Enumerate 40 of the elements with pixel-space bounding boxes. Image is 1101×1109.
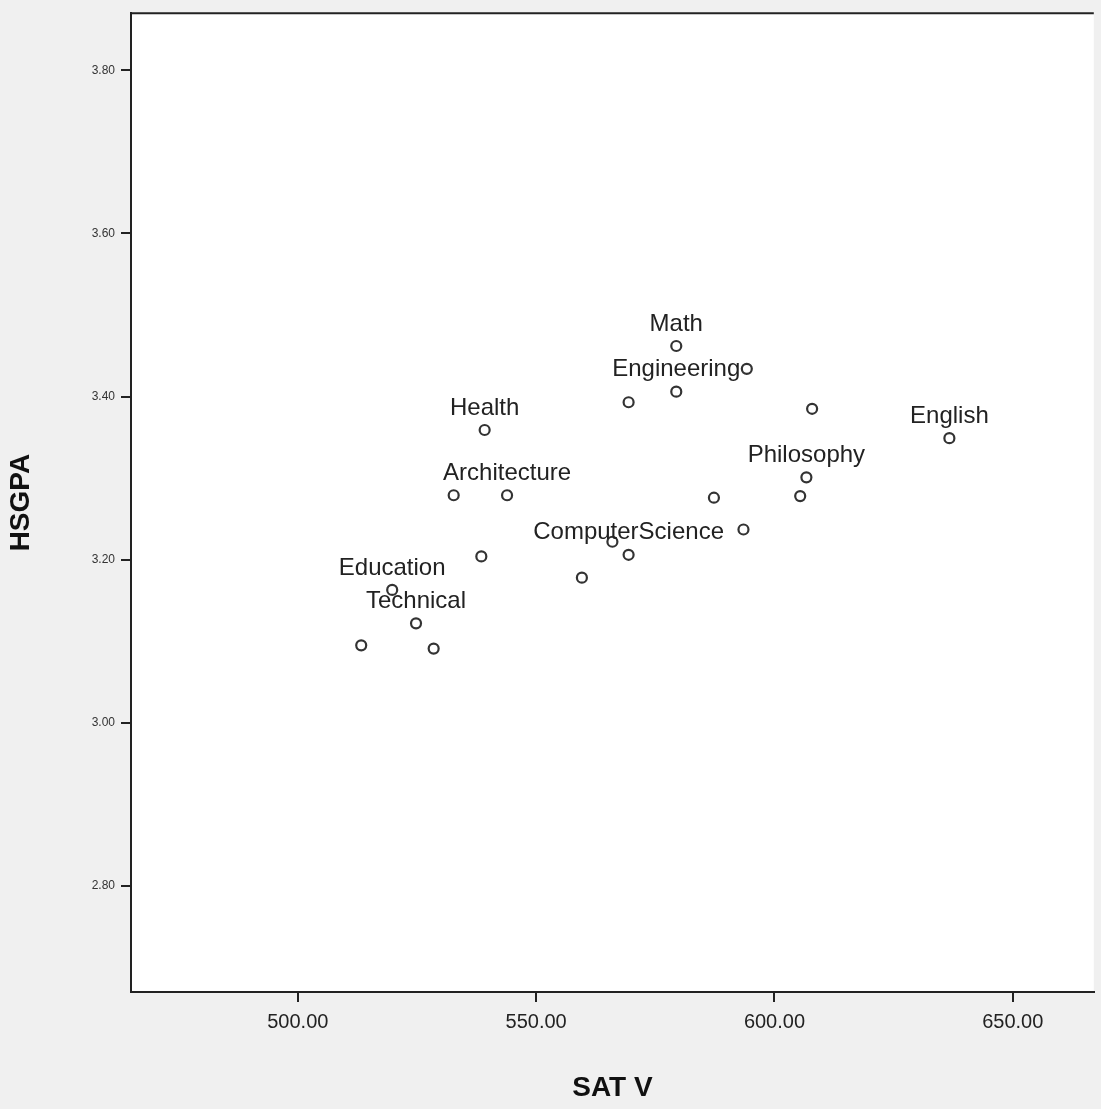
annotation: Technical xyxy=(366,585,467,613)
annotation: Philosophy xyxy=(747,439,866,467)
x-axis-title: SAT V xyxy=(572,1070,653,1102)
point xyxy=(943,432,956,445)
point xyxy=(740,362,753,375)
y-tick-label: 3.60 xyxy=(91,225,116,240)
point xyxy=(475,550,488,563)
annotation: Architecture xyxy=(443,457,572,485)
point xyxy=(500,489,514,502)
annotation: Engineering xyxy=(612,354,741,382)
point xyxy=(478,423,491,437)
y-tick-label: 3.40 xyxy=(91,388,116,403)
annotation: ComputerScience xyxy=(533,517,724,545)
point xyxy=(355,639,368,652)
annotation: English xyxy=(910,400,989,428)
y-tick-label: 2.80 xyxy=(91,878,116,893)
x-tick-label: 500.00 xyxy=(267,1009,329,1032)
point xyxy=(800,471,813,484)
x-tick-label: 600.00 xyxy=(743,1009,806,1032)
point xyxy=(427,642,440,655)
y-tick-label: 3.00 xyxy=(91,715,116,730)
x-tick-label: 550.00 xyxy=(505,1009,567,1032)
annotation: Math xyxy=(649,308,703,336)
annotation: Health xyxy=(449,392,520,420)
point xyxy=(670,339,683,353)
point xyxy=(707,491,721,504)
point xyxy=(806,402,819,415)
point xyxy=(622,548,635,561)
point xyxy=(670,385,683,398)
point xyxy=(622,396,635,409)
y-tick-label: 3.20 xyxy=(91,552,116,567)
point xyxy=(794,489,807,503)
point xyxy=(737,523,750,536)
annotation: Education xyxy=(338,552,446,580)
point xyxy=(447,489,460,502)
y-axis-title: HSGPA xyxy=(3,453,35,552)
x-tick-label: 650.00 xyxy=(982,1009,1044,1032)
point xyxy=(575,571,588,584)
point xyxy=(409,617,423,630)
y-tick-label: 3.80 xyxy=(91,62,116,77)
